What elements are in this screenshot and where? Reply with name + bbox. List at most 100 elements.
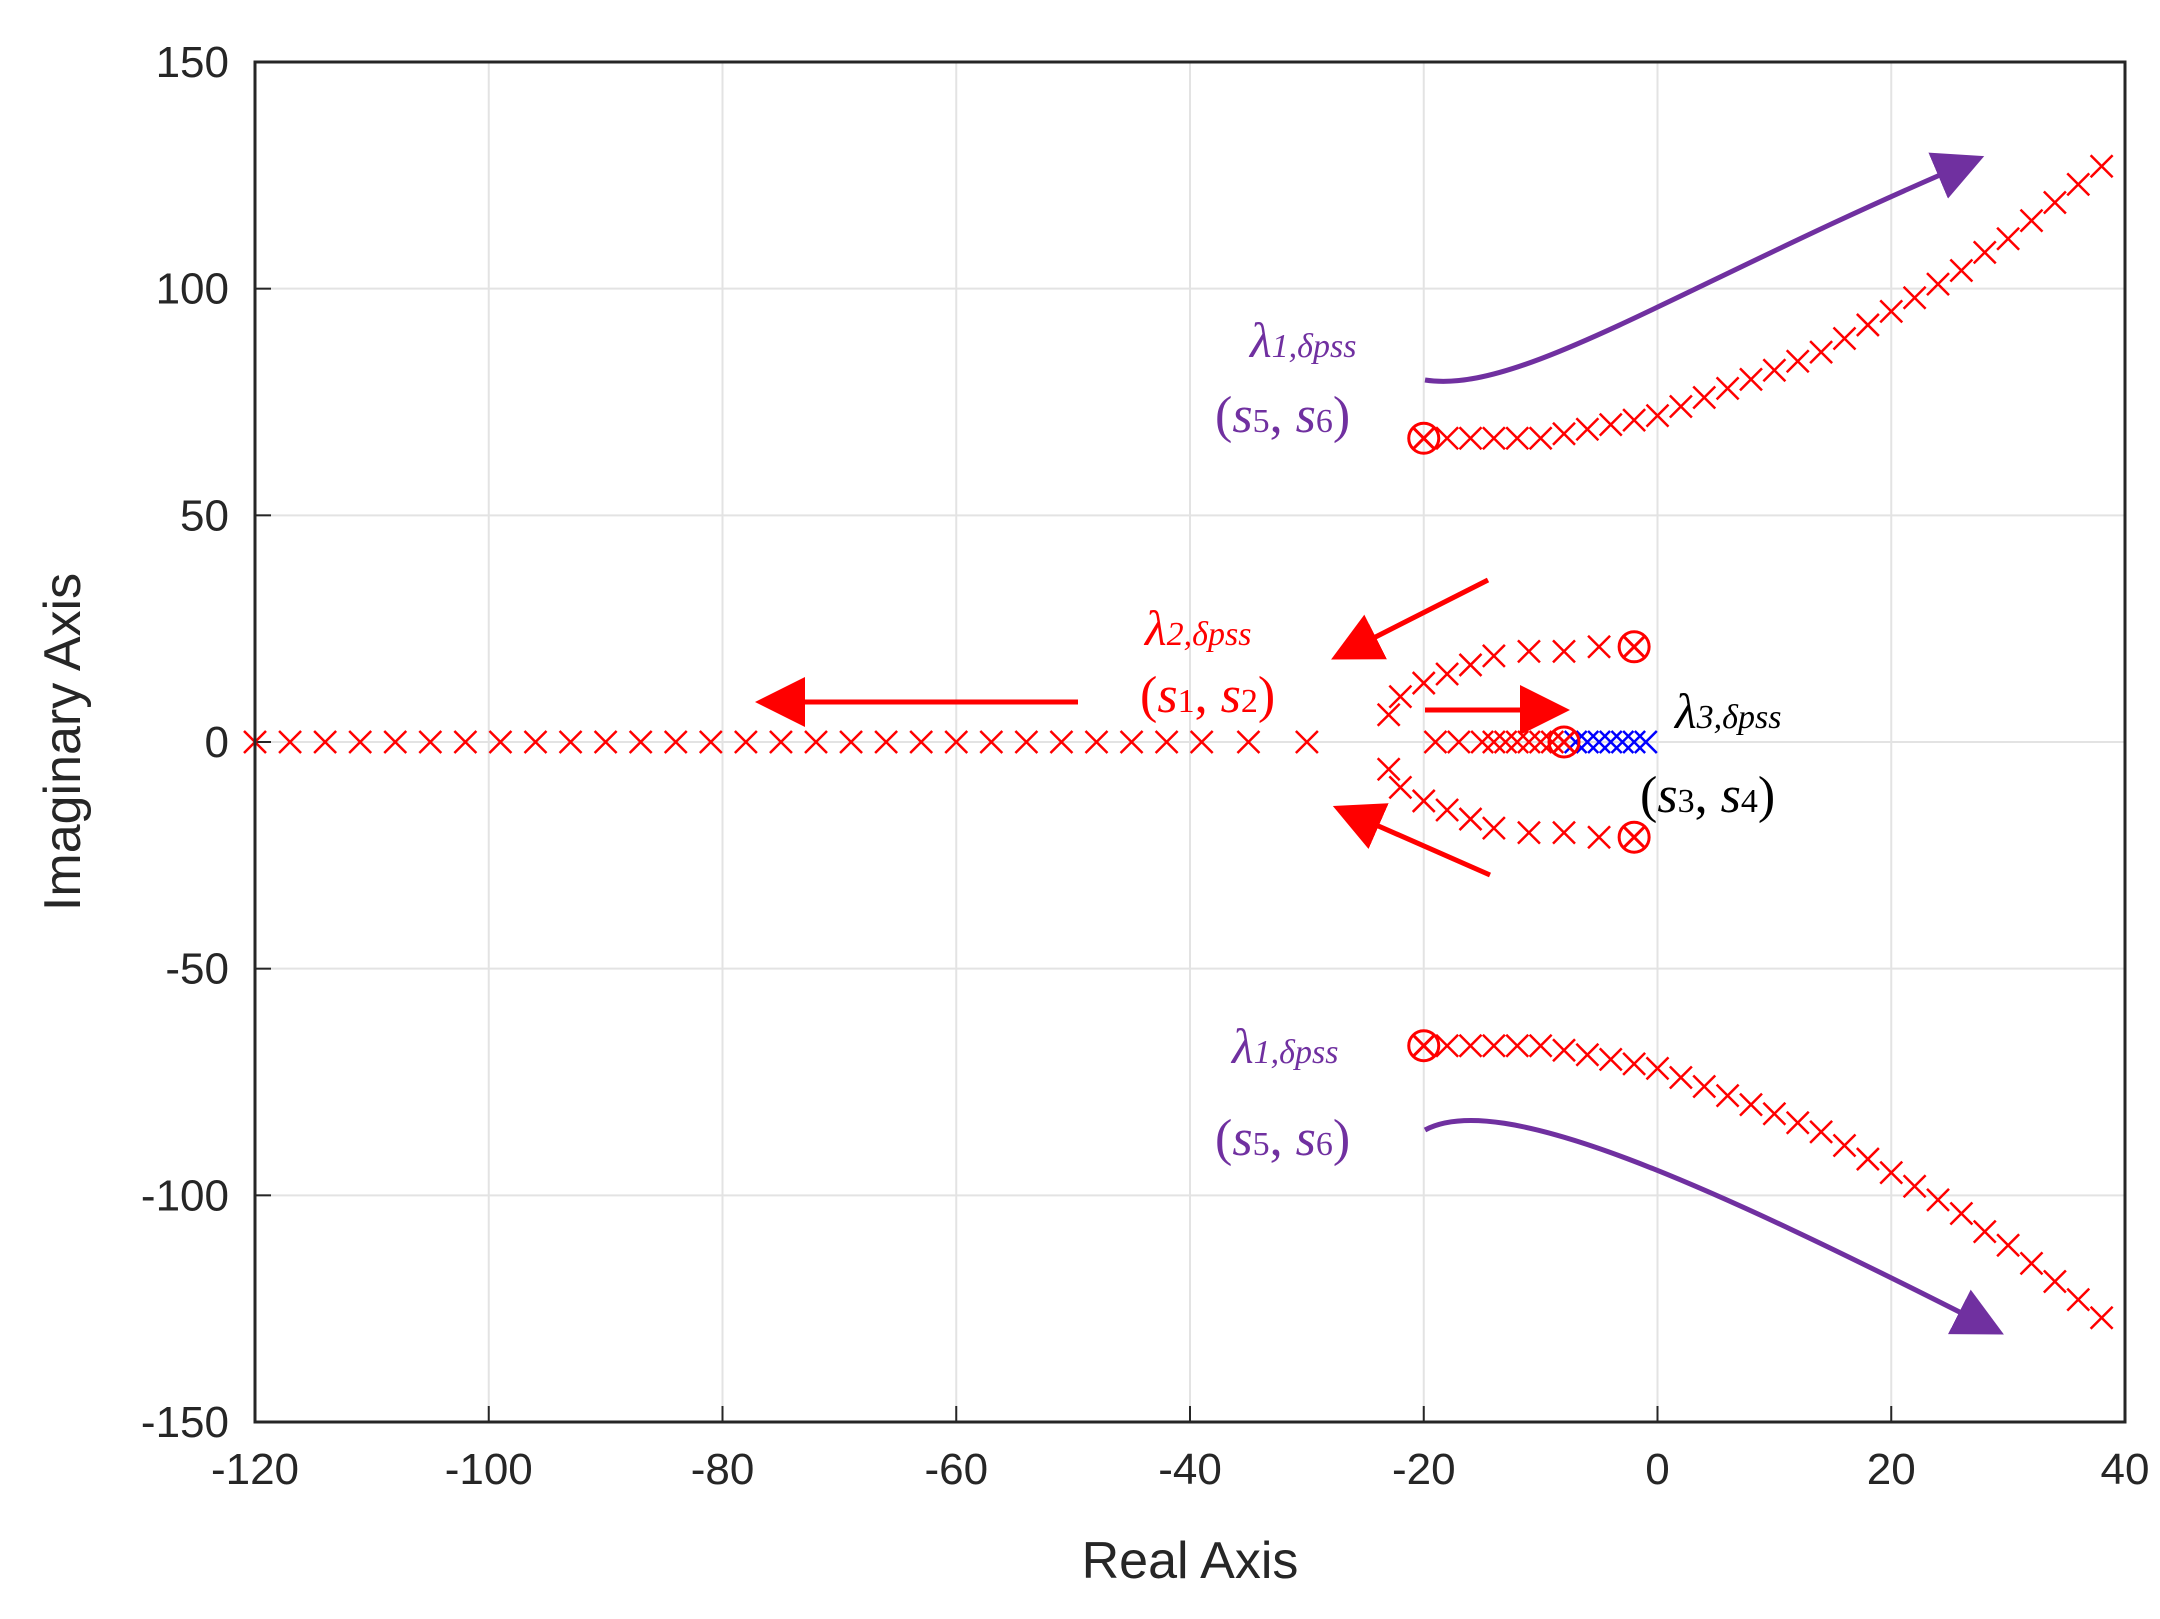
data-point-marker [1668, 1065, 1693, 1090]
data-point-marker [1575, 730, 1600, 754]
data-point-marker [1622, 1051, 1647, 1076]
data-point-marker [1505, 426, 1530, 451]
data-point-marker [1411, 789, 1436, 813]
start-marker [1407, 1029, 1441, 1063]
data-point-marker [1376, 702, 1401, 727]
data-point-marker [453, 730, 478, 754]
annotation-lambda1-lower: λ1,δpss (s5, s6) [1215, 1018, 1350, 1167]
data-point-marker [2066, 1287, 2091, 1312]
x-tick-labels: -120 -100 -80 -60 -40 -20 0 20 40 [211, 1406, 2150, 1494]
data-point-marker [1692, 1074, 1717, 1099]
x-tick-label: -120 [211, 1445, 299, 1494]
svg-text:(s5, s6): (s5, s6) [1215, 1110, 1350, 1167]
svg-text:(s3, s4): (s3, s4) [1640, 767, 1775, 824]
data-point-marker [523, 730, 548, 754]
data-point-marker [1598, 1047, 1623, 1072]
data-point-marker [1739, 367, 1763, 392]
data-point-marker [1294, 730, 1319, 754]
svg-text:(s5, s6): (s5, s6) [1215, 387, 1350, 444]
data-point-marker [2089, 154, 2114, 179]
data-point-marker [1481, 1033, 1506, 1058]
svg-text:λ2,δpss: λ2,δpss [1143, 600, 1251, 656]
data-point-marker [2042, 190, 2067, 215]
y-tick-label: 0 [205, 718, 229, 767]
data-point-marker [874, 730, 899, 754]
data-point-marker [1528, 1033, 1553, 1058]
data-point-marker [944, 730, 969, 754]
data-point-marker [1622, 408, 1647, 433]
series-4 [243, 730, 1319, 754]
y-tick-label: 150 [156, 38, 229, 87]
x-tick-label: -40 [1158, 1445, 1222, 1494]
data-point-marker [1517, 639, 1541, 664]
data-point-marker [1154, 730, 1179, 754]
data-point-marker [1236, 730, 1261, 754]
data-point-marker [488, 730, 513, 754]
svg-text:λ3,δpss: λ3,δpss [1673, 683, 1781, 739]
y-tick-labels: 150 100 50 0 -50 -100 -150 [141, 38, 271, 1447]
data-point-marker [1552, 1038, 1576, 1063]
data-point-marker [1587, 730, 1611, 754]
data-point-marker [1587, 825, 1611, 850]
data-point-marker [1879, 1160, 1904, 1185]
data-point-marker [909, 730, 934, 754]
data-point-marker [1493, 730, 1518, 754]
data-point-marker [1645, 403, 1670, 428]
data-point-marker [628, 730, 653, 754]
data-point-marker [1622, 730, 1647, 754]
data-point-marker [1411, 671, 1436, 695]
data-point-marker [1645, 1056, 1670, 1081]
data-point-marker [1423, 730, 1448, 754]
arrow-upper-purple [1424, 152, 1985, 384]
arrow-upper-red [1331, 577, 1490, 660]
data-point-marker [1435, 426, 1460, 451]
series-6 [1552, 730, 1658, 754]
data-point-marker [1552, 639, 1576, 664]
data-point-marker [1855, 1147, 1880, 1171]
data-point-marker [1598, 412, 1623, 437]
data-point-marker [1470, 730, 1495, 754]
start-marker [1617, 820, 1651, 854]
data-point-marker [1458, 1033, 1483, 1058]
data-point-marker [1552, 421, 1576, 446]
data-point-marker [1458, 653, 1483, 677]
x-tick-label: -80 [691, 1445, 755, 1494]
data-point-marker [1084, 730, 1109, 754]
arrow-lower-red [1332, 803, 1492, 878]
x-tick-label: -100 [445, 1445, 533, 1494]
data-point-marker [1809, 340, 1834, 365]
data-point-marker [1481, 730, 1506, 754]
data-point-marker [1996, 1233, 2021, 1258]
data-point-marker [1505, 1033, 1530, 1058]
data-point-marker [1949, 258, 1974, 283]
series-0 [1411, 154, 2114, 451]
data-point-marker [1435, 1033, 1460, 1058]
data-point-marker [1481, 643, 1506, 668]
start-marker [1407, 421, 1441, 455]
svg-text:λ1,δpss: λ1,δpss [1230, 1018, 1338, 1074]
annotation-lambda2: λ2,δpss (s1, s2) [1140, 600, 1275, 724]
data-point-marker [1832, 1133, 1857, 1158]
data-point-marker [1552, 820, 1576, 845]
data-point-marker [348, 730, 373, 754]
data-point-marker [1762, 358, 1787, 383]
annotation-lambda3: λ3,δpss (s3, s4) [1640, 683, 1781, 824]
x-tick-label: 40 [2101, 1445, 2150, 1494]
data-point-marker [1458, 807, 1483, 831]
data-point-marker [733, 730, 758, 754]
data-point-marker [1575, 417, 1600, 442]
x-tick-label: -20 [1392, 1445, 1456, 1494]
data-point-marker [1610, 730, 1635, 754]
data-point-marker [2042, 1269, 2067, 1294]
plot-area-border [253, 60, 2127, 1424]
x-tick-label: 20 [1867, 1445, 1916, 1494]
data-point-marker [1598, 730, 1623, 754]
y-axis-label: Imaginary Axis [34, 573, 92, 911]
data-point-marker [1972, 1219, 1997, 1244]
data-point-marker [1388, 684, 1413, 709]
y-tick-label: -50 [165, 945, 229, 994]
y-tick-label: 50 [180, 491, 229, 540]
data-point-marker [839, 730, 863, 754]
y-tick-label: 100 [156, 265, 229, 314]
